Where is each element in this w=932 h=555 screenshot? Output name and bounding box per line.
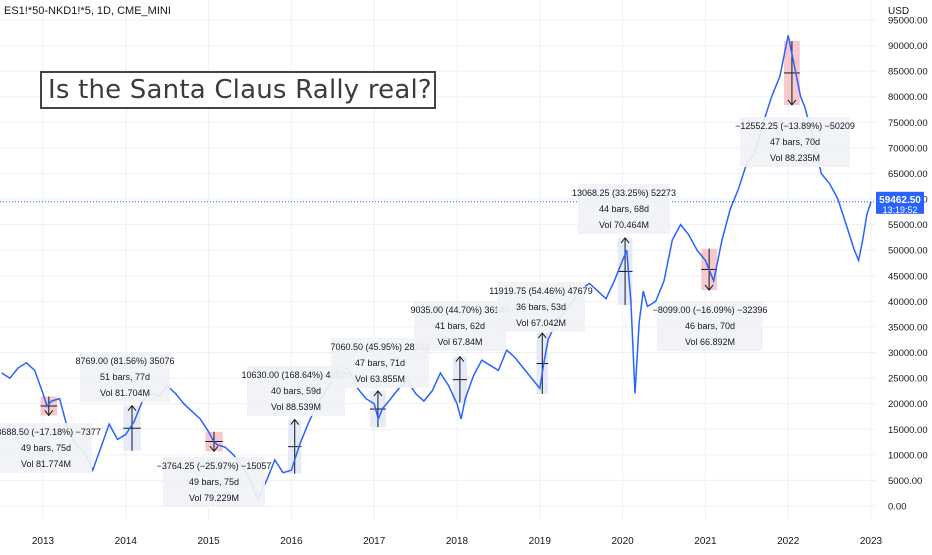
measure-label-l2: 40 bars, 59d [271, 386, 321, 396]
y-tick-label: 10000.00 [888, 450, 928, 461]
measure-label[interactable]: −12552.25 (−13.89%) −50209 47 bars, 70d Vo… [735, 117, 855, 167]
y-tick-label: 75000.00 [888, 118, 928, 129]
y-tick-label: 30000.00 [888, 348, 928, 359]
y-tick-label: 65000.00 [888, 169, 928, 180]
y-tick-label: 45000.00 [888, 271, 928, 282]
measure-label-l2: 47 bars, 70d [770, 137, 820, 147]
range-arrow [620, 237, 630, 244]
measure-label-l1: −8099.00 (−16.09%) −32396 [653, 305, 768, 315]
x-tick-label: 2016 [280, 536, 303, 547]
measure-label-l3: Vol 67.84M [437, 337, 482, 347]
y-tick-label: 50000.00 [888, 246, 928, 257]
measure-label-l3: Vol 67.042M [516, 318, 566, 328]
measure-label-l1: −12552.25 (−13.89%) −50209 [735, 121, 855, 131]
symbol-title[interactable]: ES1!*50-NKD1!*5, 1D, CME_MINI [4, 5, 171, 17]
measure-label-l2: 46 bars, 70d [685, 321, 735, 331]
x-tick-label: 2022 [777, 536, 800, 547]
measure-labels: −3688.50 (−17.18%) −7377 49 bars, 75d Vol … [0, 117, 855, 507]
countdown: 13:19:52 [882, 205, 917, 215]
x-tick-label: 2013 [32, 536, 55, 547]
y-tick-label: 15000.00 [888, 425, 928, 436]
measure-label[interactable]: 9035.00 (44.70%) 36140 41 bars, 62d Vol 67… [410, 301, 510, 351]
measure-label-l1: −3688.50 (−17.18%) −7377 [0, 427, 101, 437]
y-tick-label: 55000.00 [888, 220, 928, 231]
measure-label[interactable]: 13068.25 (33.25%) 52273 44 bars, 68d Vol 7… [572, 184, 676, 234]
measure-label-l3: Vol 79.229M [189, 493, 239, 503]
measure-label-l3: Vol 63.855M [355, 374, 405, 384]
measure-label[interactable]: 8769.00 (81.56%) 35076 51 bars, 77d Vol 81… [75, 352, 175, 402]
y-tick-label: 80000.00 [888, 92, 928, 103]
y-tick-label: 70000.00 [888, 143, 928, 154]
measure-label-l1: 9035.00 (44.70%) 36140 [410, 305, 509, 315]
measure-label[interactable]: 7060.50 (45.95%) 28242 47 bars, 71d Vol 63… [330, 338, 430, 388]
x-tick-label: 2014 [115, 536, 138, 547]
measure-label-l2: 44 bars, 68d [599, 204, 649, 214]
measure-label-l3: Vol 66.892M [685, 337, 735, 347]
last-price-tag[interactable]: 59462.50 13:19:52 [876, 191, 924, 215]
x-tick-label: 2021 [694, 536, 717, 547]
measure-label-l2: 41 bars, 62d [435, 321, 485, 331]
y-tick-label: 85000.00 [888, 67, 928, 78]
measure-label-l3: Vol 81.704M [100, 388, 150, 398]
range-arrow [455, 355, 465, 362]
measure-label-l2: 49 bars, 75d [189, 477, 239, 487]
range-arrow [704, 284, 714, 291]
time-axis: 2013 2014 2015 2016 2017 2018 2019 2020 2021 2022… [32, 536, 883, 547]
y-tick-label: 5000.00 [888, 476, 922, 487]
measure-label-l1: 7060.50 (45.95%) 28242 [330, 342, 429, 352]
price-axis[interactable] [876, 0, 932, 550]
measure-label-l3: Vol 81.774M [21, 459, 71, 469]
measure-label-l2: 51 bars, 77d [100, 372, 150, 382]
measure-label-l1: 11919.75 (54.46%) 47679 [489, 286, 592, 296]
measure-label[interactable]: 10630.00 (168.64%) 42520 40 bars, 59d Vol … [241, 366, 351, 416]
range-arrow [127, 404, 137, 412]
measure-label[interactable]: 11919.75 (54.46%) 47679 36 bars, 53d Vol 6… [489, 282, 593, 332]
measure-label[interactable]: −3688.50 (−17.18%) −7377 49 bars, 75d Vol … [0, 423, 101, 473]
range-arrow [787, 99, 797, 106]
y-tick-label: 0.00 [888, 502, 907, 513]
x-tick-label: 2023 [860, 536, 883, 547]
range-arrow [373, 390, 383, 397]
y-tick-label: 25000.00 [888, 374, 928, 385]
measure-label-l2: 36 bars, 53d [516, 302, 566, 312]
measure-label-l3: Vol 88.235M [770, 153, 820, 163]
headline-box[interactable]: Is the Santa Claus Rally real? [40, 71, 436, 109]
measure-label-l1: 13068.25 (33.25%) 52273 [572, 188, 676, 198]
measure-label-l1: 8769.00 (81.56%) 35076 [75, 356, 174, 366]
x-tick-label: 2015 [197, 536, 220, 547]
measure-label-l3: Vol 70.464M [599, 220, 649, 230]
measure-label[interactable]: −8099.00 (−16.09%) −32396 46 bars, 70d Vol… [653, 301, 768, 351]
measure-label-l2: 47 bars, 71d [355, 358, 405, 368]
measure-label-l1: −3764.25 (−25.97%) −15057 [157, 461, 272, 471]
measure-label[interactable]: −3764.25 (−25.97%) −15057 49 bars, 75d Vol… [157, 457, 272, 507]
x-tick-label: 2017 [363, 536, 386, 547]
y-tick-label: 90000.00 [888, 41, 928, 52]
y-tick-label: 35000.00 [888, 322, 928, 333]
y-tick-label: 20000.00 [888, 399, 928, 410]
x-tick-label: 2020 [611, 536, 634, 547]
y-tick-label: 95000.00 [888, 16, 928, 27]
x-tick-label: 2018 [446, 536, 469, 547]
x-tick-label: 2019 [529, 536, 552, 547]
last-price-value: 59462.50 [879, 195, 921, 206]
range-arrow [537, 332, 547, 339]
range-arrow [44, 410, 54, 417]
currency-label: USD [888, 6, 909, 17]
y-tick-label: 40000.00 [888, 297, 928, 308]
measure-label-l1: 10630.00 (168.64%) 42520 [241, 370, 350, 380]
range-arrow [209, 445, 219, 453]
measure-label-l2: 49 bars, 75d [21, 443, 71, 453]
measure-label-l3: Vol 88.539M [271, 402, 321, 412]
range-arrow [290, 418, 300, 425]
